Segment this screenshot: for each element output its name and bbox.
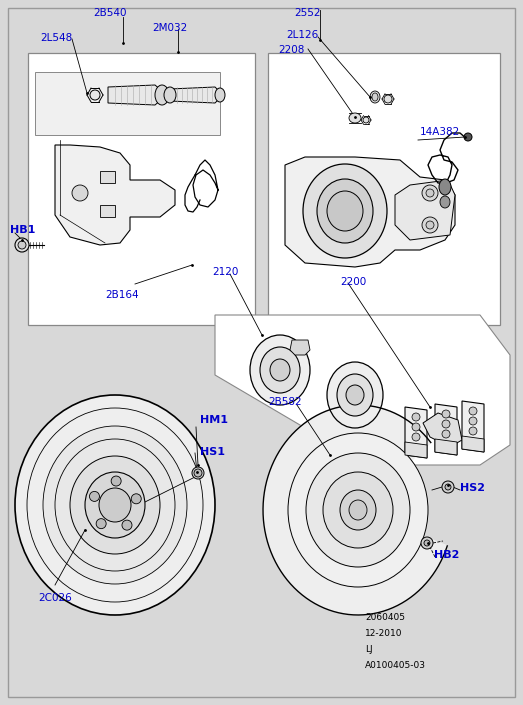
Ellipse shape bbox=[323, 472, 393, 548]
Ellipse shape bbox=[469, 427, 477, 435]
Text: HB2: HB2 bbox=[434, 550, 459, 560]
Text: HB1: HB1 bbox=[10, 225, 36, 235]
Polygon shape bbox=[170, 87, 220, 103]
Polygon shape bbox=[263, 405, 447, 615]
Ellipse shape bbox=[426, 189, 434, 197]
Text: 2C026: 2C026 bbox=[38, 593, 72, 603]
Text: HS1: HS1 bbox=[200, 447, 225, 457]
Polygon shape bbox=[100, 205, 115, 217]
Ellipse shape bbox=[327, 191, 363, 231]
Ellipse shape bbox=[155, 85, 169, 105]
Polygon shape bbox=[423, 413, 462, 447]
Polygon shape bbox=[435, 404, 457, 455]
Ellipse shape bbox=[85, 472, 145, 538]
Ellipse shape bbox=[349, 113, 361, 123]
Ellipse shape bbox=[370, 91, 380, 103]
Ellipse shape bbox=[192, 467, 204, 479]
Ellipse shape bbox=[469, 417, 477, 425]
Ellipse shape bbox=[412, 413, 420, 421]
Text: 2120: 2120 bbox=[212, 267, 238, 277]
Ellipse shape bbox=[412, 433, 420, 441]
Bar bbox=[35, 72, 220, 135]
Ellipse shape bbox=[337, 374, 373, 416]
Ellipse shape bbox=[270, 359, 290, 381]
Ellipse shape bbox=[426, 221, 434, 229]
Polygon shape bbox=[462, 401, 484, 452]
Ellipse shape bbox=[96, 519, 106, 529]
Ellipse shape bbox=[422, 185, 438, 201]
Ellipse shape bbox=[15, 238, 29, 252]
Ellipse shape bbox=[70, 456, 160, 554]
Ellipse shape bbox=[442, 420, 450, 428]
Ellipse shape bbox=[340, 490, 376, 530]
Ellipse shape bbox=[288, 433, 428, 587]
Text: 2200: 2200 bbox=[340, 277, 366, 287]
Text: HM1: HM1 bbox=[200, 415, 228, 425]
Ellipse shape bbox=[72, 185, 88, 201]
Text: 14A382: 14A382 bbox=[420, 127, 460, 137]
Polygon shape bbox=[55, 145, 175, 245]
Ellipse shape bbox=[250, 335, 310, 405]
Ellipse shape bbox=[18, 241, 26, 249]
Ellipse shape bbox=[122, 520, 132, 530]
Text: 2060405: 2060405 bbox=[365, 613, 405, 622]
Ellipse shape bbox=[99, 488, 131, 522]
Ellipse shape bbox=[303, 164, 387, 258]
Polygon shape bbox=[462, 436, 484, 452]
Ellipse shape bbox=[372, 93, 378, 101]
Polygon shape bbox=[405, 407, 427, 458]
Ellipse shape bbox=[131, 493, 141, 504]
Ellipse shape bbox=[111, 476, 121, 486]
Polygon shape bbox=[108, 85, 162, 105]
Text: HS2: HS2 bbox=[460, 483, 485, 493]
Ellipse shape bbox=[349, 500, 367, 520]
Ellipse shape bbox=[346, 385, 364, 405]
Ellipse shape bbox=[89, 491, 99, 501]
Bar bbox=[268, 53, 500, 325]
Ellipse shape bbox=[439, 179, 451, 195]
Ellipse shape bbox=[442, 430, 450, 438]
Ellipse shape bbox=[442, 481, 454, 493]
Ellipse shape bbox=[363, 117, 369, 123]
Text: 2M032: 2M032 bbox=[152, 23, 187, 33]
Polygon shape bbox=[215, 315, 510, 465]
Ellipse shape bbox=[43, 426, 187, 584]
Text: 12-2010: 12-2010 bbox=[365, 629, 403, 638]
Ellipse shape bbox=[90, 90, 100, 100]
Ellipse shape bbox=[317, 179, 373, 243]
Ellipse shape bbox=[384, 95, 392, 103]
Text: 2208: 2208 bbox=[278, 45, 304, 55]
Ellipse shape bbox=[422, 217, 438, 233]
Ellipse shape bbox=[421, 537, 433, 549]
Text: 2L126: 2L126 bbox=[286, 30, 319, 40]
Text: 2L548: 2L548 bbox=[40, 33, 72, 43]
Text: LJ: LJ bbox=[365, 645, 372, 654]
Ellipse shape bbox=[464, 133, 472, 141]
Ellipse shape bbox=[306, 453, 410, 567]
Ellipse shape bbox=[440, 196, 450, 208]
Ellipse shape bbox=[327, 362, 383, 428]
Ellipse shape bbox=[164, 87, 176, 103]
Ellipse shape bbox=[15, 395, 215, 615]
Polygon shape bbox=[395, 180, 455, 240]
Polygon shape bbox=[435, 439, 457, 455]
Ellipse shape bbox=[442, 410, 450, 418]
Bar bbox=[28, 53, 255, 325]
Polygon shape bbox=[100, 171, 115, 183]
Ellipse shape bbox=[469, 407, 477, 415]
Ellipse shape bbox=[194, 469, 202, 477]
Polygon shape bbox=[290, 340, 310, 355]
Text: 2B164: 2B164 bbox=[105, 290, 139, 300]
Text: 2B540: 2B540 bbox=[93, 8, 127, 18]
Text: 2552: 2552 bbox=[294, 8, 321, 18]
Ellipse shape bbox=[445, 484, 451, 490]
Text: A0100405-03: A0100405-03 bbox=[365, 661, 426, 670]
Ellipse shape bbox=[215, 88, 225, 102]
Polygon shape bbox=[405, 442, 427, 458]
Ellipse shape bbox=[412, 423, 420, 431]
Polygon shape bbox=[285, 157, 455, 267]
Text: 2B582: 2B582 bbox=[268, 397, 302, 407]
Ellipse shape bbox=[424, 540, 430, 546]
Ellipse shape bbox=[260, 347, 300, 393]
